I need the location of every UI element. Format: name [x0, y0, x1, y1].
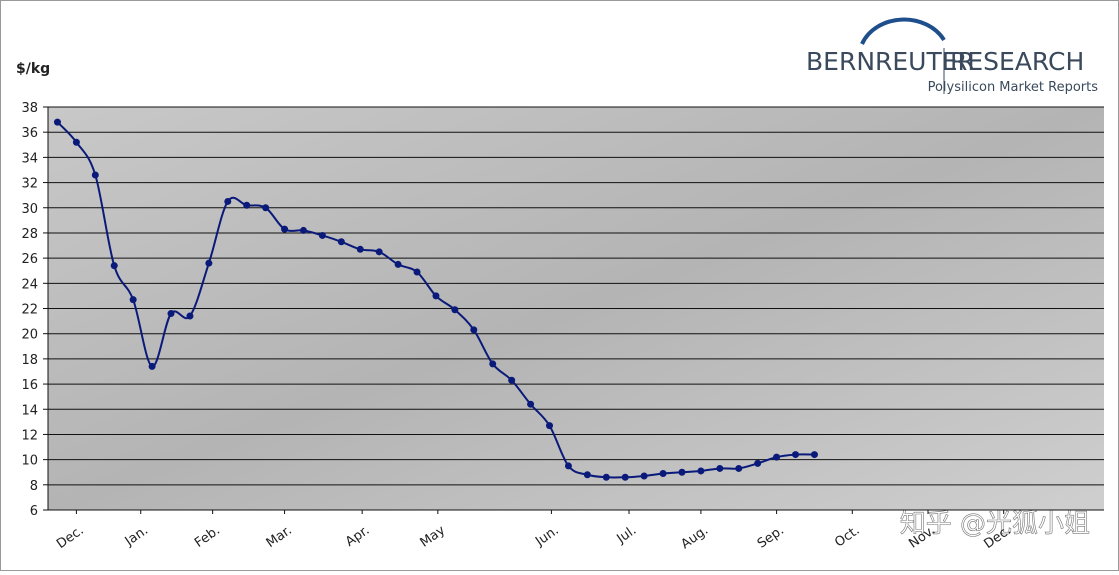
y-tick-label: 8 [30, 479, 38, 494]
y-tick-label: 24 [21, 277, 38, 292]
y-tick-label: 6 [30, 504, 38, 519]
y-tick-label: 10 [21, 454, 38, 469]
data-point [621, 473, 629, 481]
data-point [299, 226, 307, 234]
data-point [110, 262, 118, 270]
data-point [583, 471, 591, 479]
y-tick-label: 18 [21, 353, 38, 368]
y-tick-label: 16 [21, 378, 38, 393]
watermark: 知乎 @光狐小姐 [900, 509, 1090, 539]
data-point [754, 459, 762, 467]
data-point [318, 231, 326, 239]
data-point [678, 468, 686, 476]
data-point [470, 326, 478, 334]
y-tick-label: 12 [21, 428, 38, 443]
data-point [773, 453, 781, 461]
data-point [716, 464, 724, 472]
data-point [337, 238, 345, 246]
y-axis-label: $/kg [16, 61, 50, 77]
data-point [375, 248, 383, 256]
logo-arc [860, 17, 946, 45]
y-tick-label: 22 [21, 303, 38, 318]
data-point [53, 118, 61, 126]
data-point [205, 259, 213, 267]
data-point [167, 310, 175, 318]
y-tick-label: 38 [21, 101, 38, 116]
y-tick-label: 30 [21, 202, 38, 217]
data-point [281, 225, 289, 233]
y-tick-label: 36 [21, 126, 38, 141]
data-point [72, 138, 80, 146]
y-tick-label: 28 [21, 227, 38, 242]
data-point [148, 362, 156, 370]
data-point [602, 473, 610, 481]
series-line [56, 121, 815, 479]
data-point [564, 462, 572, 470]
data-point [640, 472, 648, 480]
brand-subtitle: Polysilicon Market Reports [928, 80, 1099, 95]
data-point [91, 171, 99, 179]
data-point [546, 422, 554, 430]
y-tick-label: 14 [21, 403, 38, 418]
data-point [489, 360, 497, 368]
data-point [432, 292, 440, 300]
data-point [810, 451, 818, 459]
data-point [508, 376, 516, 384]
y-tick-label: 20 [21, 328, 38, 343]
data-point [735, 464, 743, 472]
data-point [394, 260, 402, 268]
brand-second: RESEARCH [950, 47, 1084, 76]
data-point [186, 312, 194, 320]
data-point [262, 204, 270, 212]
data-point [451, 306, 459, 314]
data-point [224, 197, 232, 205]
data-point [129, 296, 137, 304]
data-point [527, 400, 535, 408]
y-tick-label: 34 [21, 151, 38, 166]
data-point [243, 201, 251, 209]
data-point [413, 268, 421, 276]
data-point [792, 451, 800, 459]
y-tick-label: 32 [21, 177, 38, 192]
data-point [659, 469, 667, 477]
brand: BERNREUTER [806, 47, 975, 76]
y-tick-label: 26 [21, 252, 38, 267]
data-point [356, 245, 364, 253]
data-point [697, 467, 705, 475]
